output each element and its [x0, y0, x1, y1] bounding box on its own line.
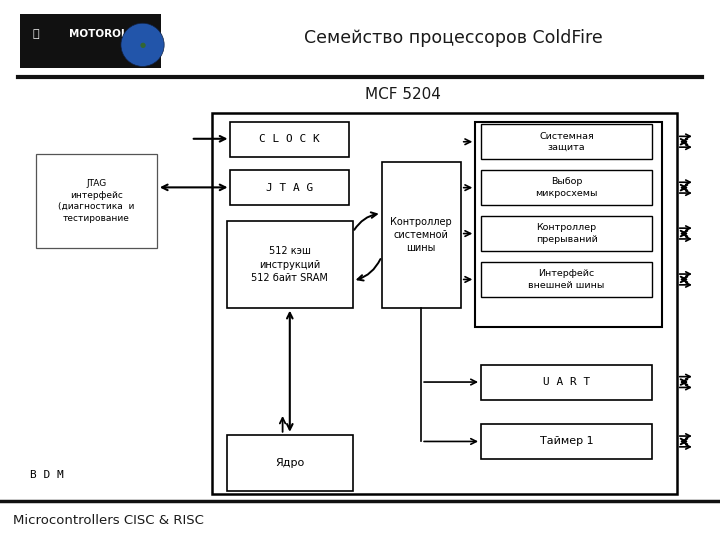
Text: 512 кэш
инструкций
512 байт SRAM: 512 кэш инструкций 512 байт SRAM	[251, 246, 328, 283]
Bar	[212, 113, 677, 494]
Bar	[481, 424, 652, 459]
Text: Microcontrollers CISC & RISC: Microcontrollers CISC & RISC	[13, 514, 204, 527]
Text: Таймер 1: Таймер 1	[540, 436, 593, 447]
Text: Контроллер
прерываний: Контроллер прерываний	[536, 224, 598, 244]
Text: Выбор
микросхемы: Выбор микросхемы	[536, 178, 598, 198]
Text: Семейство процессоров ColdFire: Семейство процессоров ColdFire	[305, 29, 603, 47]
Text: Интерфейс
внешней шины: Интерфейс внешней шины	[528, 269, 605, 289]
Bar	[36, 154, 157, 248]
Text: MOTOROLA: MOTOROLA	[69, 29, 135, 39]
Bar	[481, 262, 652, 297]
Bar	[481, 124, 652, 159]
Bar	[227, 221, 353, 308]
Text: Контроллер
системной
шины: Контроллер системной шины	[390, 217, 452, 253]
Bar	[475, 122, 662, 327]
Text: JTAG
интерфейс
(диагностика  и
тестирование: JTAG интерфейс (диагностика и тестирован…	[58, 179, 135, 223]
Text: Системная
защита: Системная защита	[539, 132, 594, 152]
Bar	[20, 14, 161, 68]
Bar	[230, 170, 349, 205]
Bar	[481, 364, 652, 400]
Text: Ядро: Ядро	[275, 458, 305, 468]
Text: U A R T: U A R T	[543, 377, 590, 387]
Text: MCF 5204: MCF 5204	[365, 87, 441, 102]
Text: B D M: B D M	[30, 470, 63, 480]
Bar	[382, 162, 461, 308]
Text: Ⓜ: Ⓜ	[32, 29, 40, 39]
Ellipse shape	[121, 23, 164, 66]
Text: ●: ●	[140, 42, 145, 48]
Bar	[481, 170, 652, 205]
Bar	[230, 122, 349, 157]
Bar	[481, 216, 652, 251]
Bar	[227, 435, 353, 491]
Text: C L O C K: C L O C K	[259, 134, 320, 144]
Text: J T A G: J T A G	[266, 183, 313, 193]
